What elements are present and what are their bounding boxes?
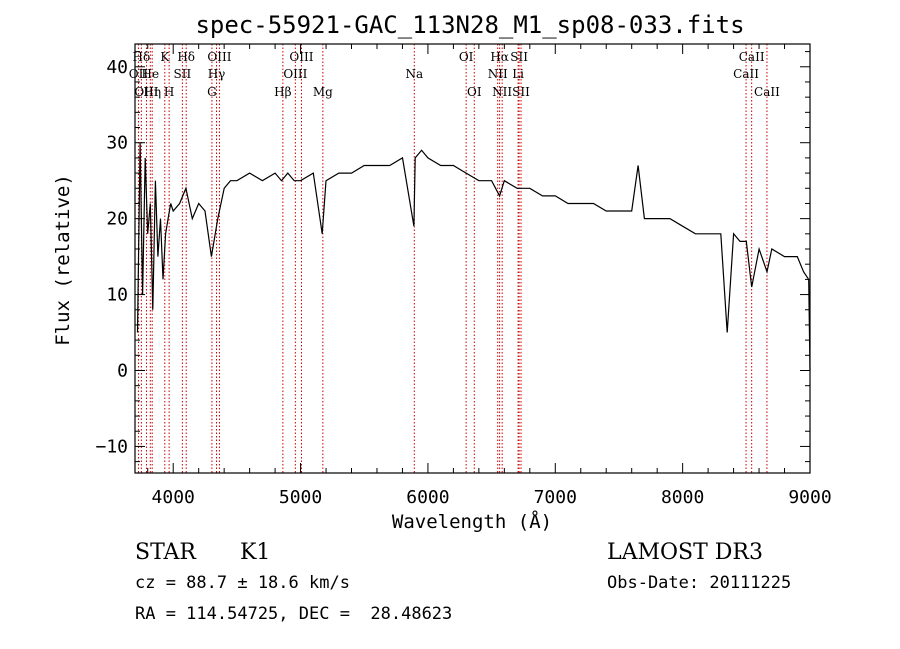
y-tick-label: 0 — [117, 360, 128, 381]
line-marker-label: OI — [467, 85, 482, 99]
line-marker-label: CaII — [733, 67, 759, 81]
chart-title: spec-55921-GAC_113N28_M1_sp08-033.fits — [195, 11, 744, 39]
object-subclass: K1 — [240, 540, 271, 565]
series-line-flux — [136, 142, 811, 371]
line-marker-label: Li — [512, 67, 524, 81]
coordinates-text: RA = 114.54725, DEC = 28.48623 — [135, 604, 453, 624]
line-marker-label: OII — [129, 67, 149, 81]
redshift-text: cz = 88.7 ± 18.6 km/s — [135, 573, 350, 593]
line-marker-label: Hδ — [177, 50, 195, 64]
survey-label: LAMOST DR3 — [607, 540, 763, 565]
line-marker-label: CaII — [754, 85, 780, 99]
line-marker-label: He — [141, 67, 159, 81]
x-tick-label: 8000 — [661, 487, 704, 508]
x-axis-ticks: 4000 5000 6000 7000 8000 9000 — [147, 44, 832, 508]
line-markers — [137, 44, 768, 473]
y-tick-label: 30 — [106, 133, 128, 154]
x-tick-label: 6000 — [406, 487, 449, 508]
line-marker-label: Hη — [143, 85, 161, 99]
line-marker-label: G — [207, 85, 217, 99]
y-tick-label: −10 — [95, 436, 128, 457]
line-marker-label: Hα — [490, 50, 509, 64]
line-marker-label: OIII — [207, 50, 231, 64]
y-tick-label: 20 — [106, 209, 128, 230]
object-class: STAR — [135, 540, 196, 565]
x-tick-label: 7000 — [534, 487, 577, 508]
line-marker-label: SII — [510, 50, 528, 64]
line-marker-label: Na — [405, 67, 423, 81]
line-marker-label: K — [160, 50, 170, 64]
y-axis-ticks: −10 0 10 20 30 40 — [95, 51, 810, 463]
y-tick-label: 40 — [106, 57, 128, 78]
line-marker-label: Hβ — [274, 85, 291, 99]
line-marker-label: SII — [174, 67, 192, 81]
line-marker-label: Hδ — [133, 50, 151, 64]
line-marker-label: SII — [512, 85, 530, 99]
line-marker-label: OIII — [134, 85, 158, 99]
line-marker-label: OI — [459, 50, 474, 64]
observation-date: Obs-Date: 20111225 — [607, 573, 792, 593]
y-axis-label: Flux (relative) — [52, 174, 74, 346]
plot-frame — [134, 43, 811, 474]
line-marker-label: Hγ — [208, 67, 226, 81]
x-tick-label: 5000 — [279, 487, 322, 508]
x-tick-label: 4000 — [152, 487, 195, 508]
line-marker-label: H — [164, 85, 174, 99]
x-axis-label: Wavelength (Å) — [392, 510, 552, 533]
line-marker-label: NII — [488, 67, 508, 81]
line-marker-label: OIII — [283, 67, 307, 81]
line-marker-label: Mg — [313, 85, 333, 99]
line-marker-label: CaII — [739, 50, 765, 64]
x-tick-label: 9000 — [788, 487, 831, 508]
y-tick-label: 10 — [106, 285, 128, 306]
line-marker-label: NII — [492, 85, 512, 99]
line-marker-label: OIII — [289, 50, 313, 64]
